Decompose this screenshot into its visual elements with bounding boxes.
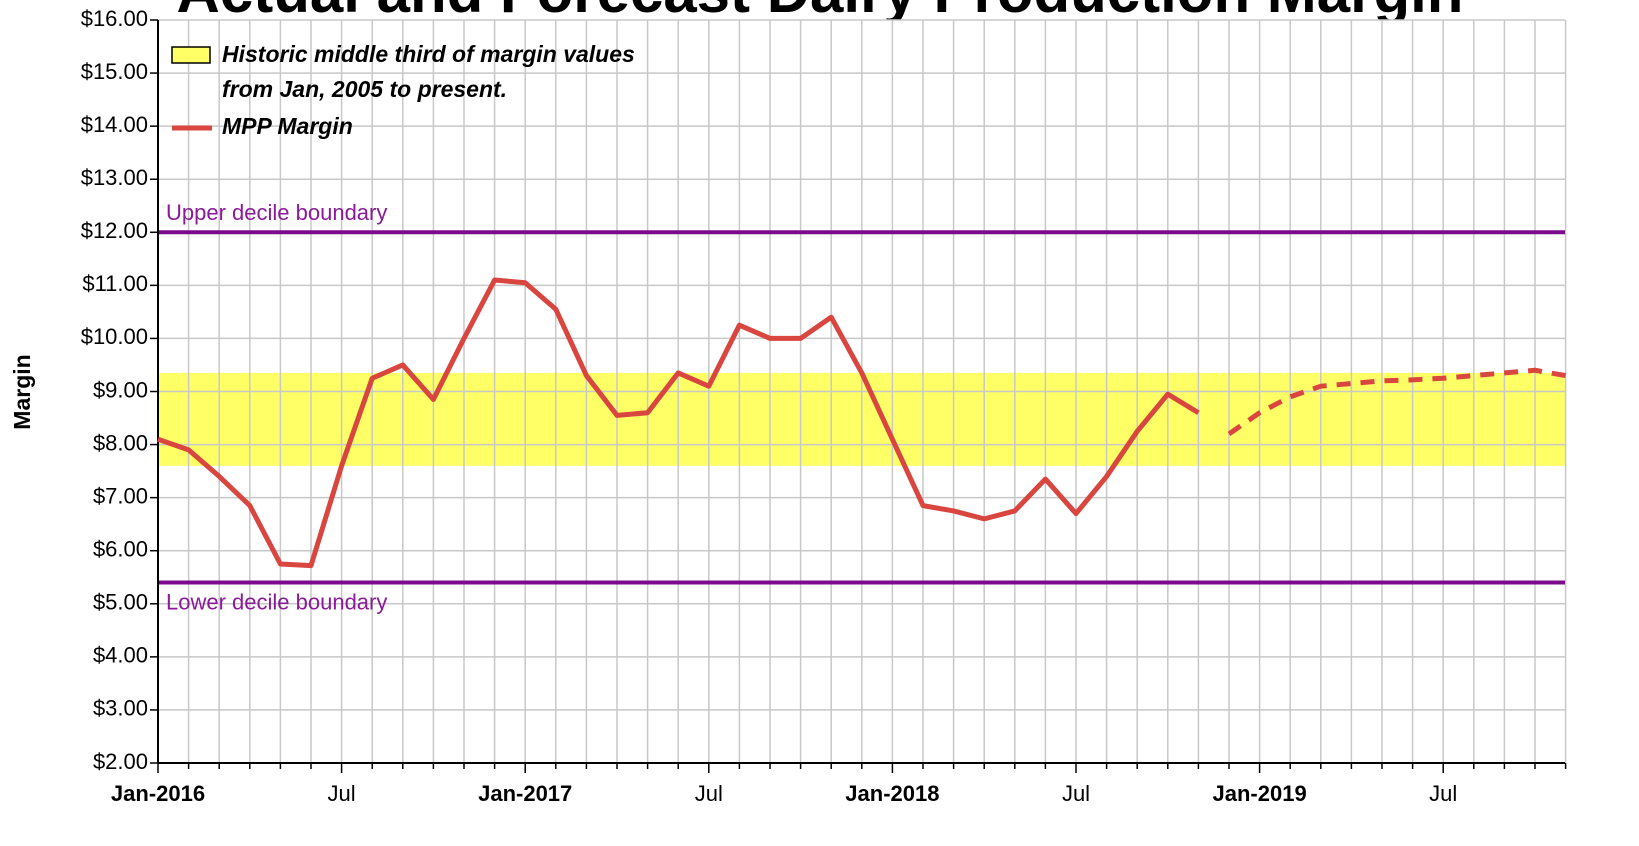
- x-tick-label: Jan-2017: [478, 781, 572, 806]
- y-tick-label: $3.00: [93, 696, 148, 721]
- y-tick-label: $8.00: [93, 430, 148, 455]
- y-tick-label: $9.00: [93, 377, 148, 402]
- y-tick-label: $14.00: [81, 112, 148, 137]
- x-tick-label: Jan-2019: [1213, 781, 1307, 806]
- x-tick-label: Jul: [695, 781, 723, 806]
- y-tick-label: $13.00: [81, 165, 148, 190]
- y-tick-label: $2.00: [93, 749, 148, 774]
- legend-swatch: [171, 46, 211, 64]
- legend-label: MPP Margin: [222, 113, 353, 139]
- series-line: [157, 277, 1200, 569]
- y-tick-label: $12.00: [81, 218, 148, 243]
- y-tick-label: $16.00: [81, 6, 148, 31]
- series-line: [1227, 367, 1567, 437]
- y-tick-label: $7.00: [93, 483, 148, 508]
- y-tick-label: $15.00: [81, 59, 148, 84]
- y-axis-label: Margin: [9, 354, 35, 429]
- y-tick-label: $4.00: [93, 643, 148, 668]
- x-tick-label: Jul: [1429, 781, 1457, 806]
- y-tick-label: $6.00: [93, 537, 148, 562]
- y-tick-label: $11.00: [82, 271, 148, 296]
- boundary-label: Lower decile boundary: [166, 589, 387, 614]
- boundary-label: Upper decile boundary: [166, 200, 387, 225]
- y-tick-label: $10.00: [81, 324, 148, 349]
- legend-label: from Jan, 2005 to present.: [222, 76, 507, 102]
- x-tick-label: Jan-2016: [111, 781, 205, 806]
- legend-label: Historic middle third of margin values: [222, 41, 635, 67]
- y-tick-label: $5.00: [93, 590, 148, 615]
- x-tick-label: Jan-2018: [845, 781, 939, 806]
- x-tick-label: Jul: [1062, 781, 1090, 806]
- x-tick-label: Jul: [328, 781, 356, 806]
